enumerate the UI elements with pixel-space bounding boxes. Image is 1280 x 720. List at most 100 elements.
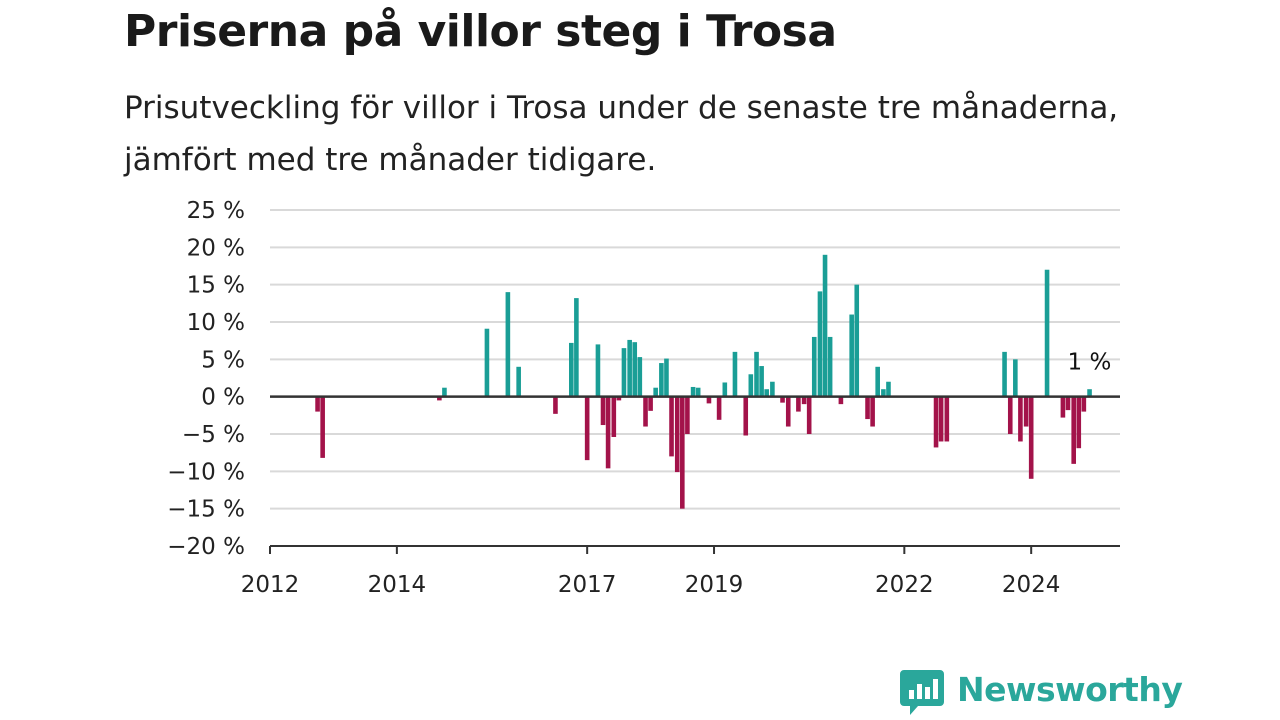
- bar-positive: [621, 348, 627, 397]
- bar-negative: [780, 396, 785, 403]
- bar-positive: [664, 358, 669, 397]
- bar-positive: [811, 336, 817, 397]
- y-tick-label: −15 %: [167, 497, 245, 523]
- bar-negative: [865, 396, 870, 420]
- bar-negative: [806, 396, 812, 434]
- y-tick-label: 15 %: [187, 273, 245, 299]
- chart-title: Priserna på villor steg i Trosa: [124, 6, 837, 57]
- bar-negative: [315, 396, 320, 412]
- bar-positive: [770, 381, 775, 397]
- bar-positive: [754, 351, 759, 397]
- bar-positive: [653, 387, 658, 397]
- y-tick-label: −20 %: [167, 534, 245, 560]
- bar-negative: [685, 396, 690, 434]
- bar-negative: [605, 396, 611, 469]
- bar-positive: [695, 387, 701, 397]
- bar-positive: [1044, 269, 1050, 397]
- bar-negative: [785, 396, 791, 427]
- bar-negative: [1076, 396, 1082, 449]
- bar-negative: [1023, 396, 1029, 427]
- y-tick-label: −5 %: [182, 422, 245, 448]
- y-tick-label: 25 %: [187, 198, 245, 224]
- bar-negative: [669, 396, 674, 457]
- bar-negative: [1018, 396, 1023, 442]
- bar-positive: [569, 342, 574, 397]
- bar-negative: [944, 396, 950, 442]
- bar-chart: 25 % 20 % 15 % 10 % 5 % 0 % −5 % −10 % −15 % −20 …: [167, 198, 1120, 598]
- bar-positive: [886, 381, 891, 397]
- chart-subtitle: Prisutveckling för villor i Trosa under …: [124, 90, 1119, 178]
- tick-labels: 25 % 20 % 15 % 10 % 5 % 0 % −5 % −10 % −15 % −20 …: [167, 198, 1111, 598]
- bar-negative: [838, 396, 844, 405]
- y-tick-label: 10 %: [187, 310, 245, 336]
- bar-negative: [870, 396, 875, 427]
- bar-negative: [796, 396, 801, 412]
- bar-positive: [748, 374, 754, 397]
- bar-positive: [854, 284, 860, 397]
- bar-positive: [484, 328, 490, 397]
- x-tick-label: 2024: [1002, 572, 1061, 598]
- bar-negative: [616, 396, 622, 401]
- bar-negative: [1060, 396, 1066, 418]
- last-value-label: 1 %: [1068, 349, 1112, 375]
- bar-positive: [659, 363, 664, 397]
- gridlines: [270, 209, 1120, 510]
- bar-negative: [716, 396, 722, 420]
- brand-name: Newsworthy: [957, 670, 1183, 709]
- bar-positive: [875, 366, 880, 397]
- bar-positive: [442, 387, 447, 397]
- bar-positive: [827, 336, 833, 397]
- x-tick-label: 2019: [685, 572, 744, 598]
- bar-positive: [574, 298, 579, 397]
- bar-negative: [706, 396, 712, 404]
- bars: [315, 254, 1092, 509]
- bar-positive: [690, 386, 696, 397]
- bar-negative: [584, 396, 590, 461]
- x-tick-label: 2012: [241, 572, 300, 598]
- bar-negative: [801, 396, 807, 405]
- bar-positive: [627, 339, 632, 397]
- y-tick-label: 5 %: [201, 347, 245, 373]
- bar-negative: [674, 396, 680, 473]
- bar-negative: [938, 396, 944, 442]
- bar-positive: [1087, 389, 1092, 397]
- x-tick-label: 2014: [368, 572, 427, 598]
- axes: [269, 395, 1120, 554]
- x-tick-label: 2017: [558, 572, 617, 598]
- bar-positive: [817, 291, 823, 397]
- bar-positive: [822, 254, 828, 397]
- bar-negative: [1028, 396, 1034, 479]
- bar-negative: [933, 396, 939, 448]
- bar-negative: [743, 396, 749, 436]
- bar-positive: [595, 344, 601, 397]
- bar-negative: [1065, 396, 1071, 411]
- bar-positive: [849, 314, 854, 397]
- bar-positive: [732, 351, 738, 397]
- bar-negative: [648, 396, 653, 411]
- bar-negative: [437, 396, 442, 401]
- bar-negative: [1007, 396, 1013, 434]
- bar-negative: [553, 396, 558, 414]
- bar-negative: [1071, 396, 1076, 464]
- bar-negative: [1081, 396, 1087, 412]
- bar-positive: [516, 366, 521, 397]
- bar-positive: [632, 342, 638, 397]
- bar-negative: [600, 396, 606, 426]
- bar-positive: [759, 366, 764, 397]
- x-tick-label: 2022: [875, 572, 934, 598]
- bar-positive: [1013, 359, 1018, 397]
- bar-positive: [722, 382, 728, 397]
- bar-negative: [643, 396, 648, 427]
- y-tick-label: 0 %: [201, 385, 245, 411]
- bar-positive: [505, 292, 511, 397]
- bar-negative: [611, 396, 617, 437]
- bar-negative: [680, 396, 685, 509]
- newsworthy-logo: Newsworthy: [900, 668, 1183, 716]
- y-tick-label: 20 %: [187, 235, 245, 261]
- newsworthy-logo-icon: [900, 670, 944, 715]
- bar-positive: [1002, 351, 1007, 397]
- bar-positive: [764, 389, 769, 397]
- bar-negative: [320, 396, 325, 458]
- y-tick-label: −10 %: [167, 459, 245, 485]
- bar-positive: [881, 389, 886, 397]
